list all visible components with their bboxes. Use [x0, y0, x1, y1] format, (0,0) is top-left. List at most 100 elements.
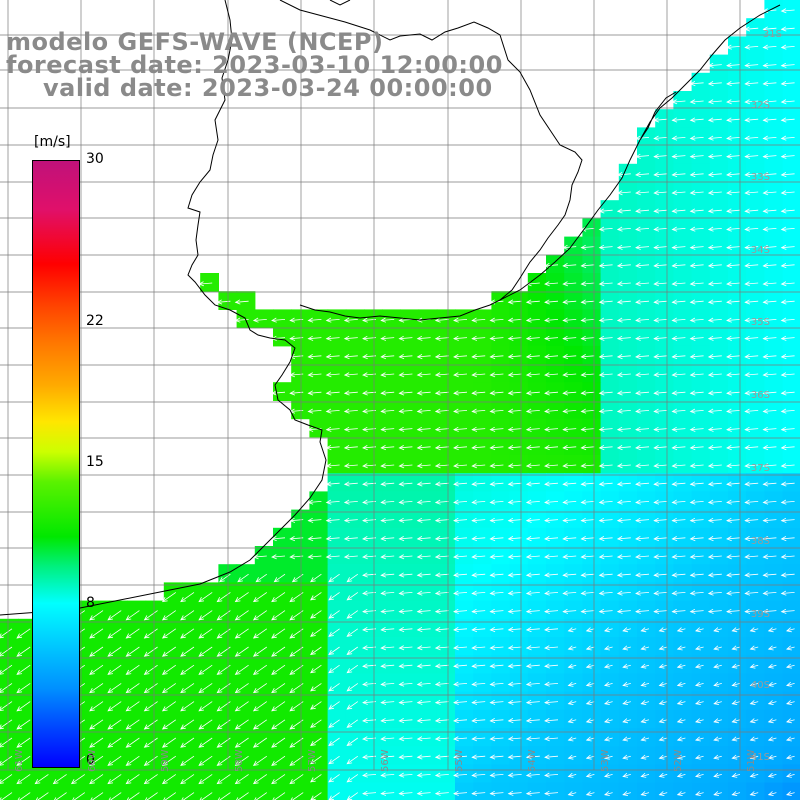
wind-arrow — [726, 191, 741, 194]
wind-arrow — [745, 209, 759, 212]
wind-arrow — [599, 519, 613, 522]
wind-arrowhead — [434, 390, 441, 396]
wind-arrowhead — [289, 760, 296, 766]
wind-arrowhead — [489, 335, 496, 341]
wind-arrowhead — [726, 572, 732, 578]
wind-arrowhead — [689, 354, 696, 360]
wind-cell — [709, 182, 729, 201]
wind-cell — [455, 618, 474, 638]
wind-arrow — [713, 646, 722, 650]
wind-arrow — [781, 155, 795, 158]
wind-arrow — [16, 737, 31, 748]
wind-arrowhead — [143, 688, 150, 694]
wind-arrow — [581, 246, 595, 249]
wind-cell — [728, 127, 747, 147]
wind-cell — [0, 691, 19, 711]
wind-arrow — [381, 737, 395, 740]
wind-arrow — [635, 264, 650, 267]
wind-arrowhead — [653, 153, 660, 159]
wind-arrowhead — [89, 779, 95, 785]
wind-cell — [200, 728, 219, 747]
wind-arrowhead — [598, 299, 605, 305]
wind-arrowhead — [689, 372, 696, 378]
wind-arrow — [672, 300, 686, 303]
wind-arrow — [745, 319, 759, 321]
wind-arrow — [472, 501, 486, 503]
wind-cell — [709, 709, 729, 729]
wind-arrowhead — [689, 208, 696, 214]
wind-arrow — [526, 464, 540, 467]
wind-arrowhead — [72, 797, 75, 800]
wind-arrowhead — [181, 797, 184, 800]
wind-cell — [673, 109, 693, 128]
wind-cell — [746, 600, 765, 620]
wind-arrowhead — [689, 281, 696, 287]
wind-arrowhead — [271, 390, 277, 396]
wind-arrow — [654, 209, 668, 212]
wind-cell — [746, 291, 765, 310]
wind-arrowhead — [671, 190, 678, 196]
wind-cell — [691, 746, 711, 765]
wind-arrowhead — [434, 645, 441, 651]
wind-arrow — [328, 774, 340, 783]
wind-cell — [655, 418, 674, 438]
wind-arrowhead — [762, 44, 769, 50]
colorbar-unit: [m/s] — [34, 134, 71, 150]
wind-arrow — [435, 592, 449, 594]
wind-arrow — [672, 592, 686, 594]
wind-arrow — [472, 664, 486, 667]
wind-arrow — [417, 774, 431, 776]
wind-cell — [182, 637, 201, 656]
wind-arrowhead — [635, 299, 641, 305]
wind-cell — [764, 91, 784, 110]
wind-arrow — [253, 628, 268, 639]
wind-arrowhead — [107, 779, 114, 785]
wind-arrow — [781, 555, 795, 558]
wind-arrow — [568, 701, 577, 705]
wind-arrowhead — [434, 772, 441, 778]
wind-arrowhead — [525, 408, 532, 414]
wind-cell — [473, 728, 492, 747]
wind-cell — [309, 764, 329, 784]
wind-cell — [109, 691, 128, 711]
wind-cell — [782, 36, 800, 56]
wind-arrow — [604, 737, 613, 741]
wind-arrowhead — [89, 688, 95, 694]
wind-cell — [418, 728, 438, 747]
wind-arrow — [726, 82, 741, 85]
wind-arrow — [399, 537, 413, 540]
wind-cell — [364, 546, 383, 565]
wind-arrowhead — [780, 99, 787, 105]
wind-arrow — [690, 246, 704, 249]
wind-arrow — [490, 737, 504, 740]
wind-arrow — [0, 737, 13, 747]
wind-arrowhead — [567, 736, 574, 742]
wind-cell — [746, 728, 765, 747]
wind-cell — [637, 746, 656, 765]
wind-cell — [655, 200, 674, 219]
wind-cell — [291, 309, 310, 329]
wind-arrowhead — [762, 208, 769, 214]
wind-arrowhead — [786, 754, 792, 760]
wind-arrowhead — [616, 499, 623, 505]
wind-arrow — [107, 664, 122, 675]
wind-cell — [564, 546, 583, 565]
wind-cell — [746, 418, 765, 438]
wind-arrow — [581, 592, 595, 594]
latitude-label: 34S — [750, 245, 770, 256]
wind-cell — [582, 691, 602, 711]
wind-arrowhead — [640, 736, 647, 742]
wind-arrowhead — [525, 718, 532, 724]
wind-cell — [527, 618, 547, 638]
wind-arrow — [617, 428, 631, 431]
wind-arrow — [472, 446, 486, 449]
wind-arrow — [690, 410, 704, 412]
wind-cell — [109, 782, 128, 800]
wind-arrowhead — [380, 627, 387, 633]
wind-cell — [491, 436, 511, 456]
wind-arrowhead — [489, 736, 496, 742]
wind-arrowhead — [273, 577, 280, 583]
wind-arrowhead — [622, 645, 629, 651]
wind-arrow — [622, 719, 631, 723]
wind-arrowhead — [398, 390, 405, 396]
